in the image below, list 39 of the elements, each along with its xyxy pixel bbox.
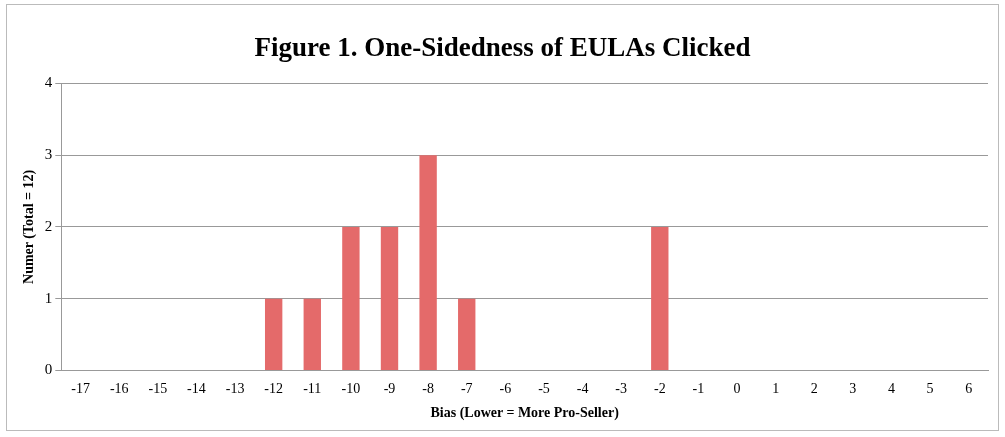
x-tick-label: -12	[264, 381, 283, 397]
x-tick-label: -11	[303, 381, 322, 397]
x-tick-label: -17	[71, 381, 90, 397]
y-tick-label: 2	[44, 217, 53, 234]
x-axis-title: Bias (Lower = More Pro-Seller)	[430, 405, 620, 422]
y-tick-label: 1	[44, 289, 53, 306]
x-tick-label: -13	[225, 381, 245, 397]
y-tick-label: 4	[44, 74, 53, 91]
x-tick-label: -2	[653, 381, 666, 397]
x-tick-label: -9	[383, 381, 396, 397]
x-tick-label: -14	[187, 381, 206, 397]
x-tick-label: 2	[810, 381, 818, 397]
y-tick-label: 0	[44, 361, 53, 378]
chart-title: Figure 1. One-Sidedness of EULAs Clicked	[254, 32, 751, 63]
x-tick-label: 6	[965, 381, 973, 397]
x-tick-label: -3	[615, 381, 628, 397]
x-tick-label: -8	[422, 381, 434, 397]
x-tick-label: -1	[692, 381, 705, 397]
x-tick-label: 4	[887, 381, 895, 397]
x-tick-label: 3	[849, 381, 857, 397]
x-tick-label: -5	[538, 381, 550, 397]
x-tick-label: -16	[109, 381, 129, 397]
x-tick-label: 0	[733, 381, 741, 397]
bar	[458, 298, 476, 370]
x-tick-label: -15	[148, 381, 168, 397]
bar	[380, 226, 399, 370]
y-tick-label: 3	[44, 146, 53, 163]
bar	[264, 298, 283, 370]
x-tick-label: 1	[772, 381, 780, 397]
y-axis-title: Numer (Total = 12)	[21, 169, 38, 284]
x-tick-label: -4	[576, 381, 589, 397]
bar	[342, 226, 360, 370]
x-tick-label: -7	[460, 381, 473, 397]
bar	[419, 155, 437, 370]
bar	[303, 298, 321, 370]
x-tick-label: 5	[926, 381, 934, 397]
x-tick-label: -6	[499, 381, 512, 397]
bar	[651, 226, 669, 370]
x-tick-label: -10	[341, 381, 361, 397]
